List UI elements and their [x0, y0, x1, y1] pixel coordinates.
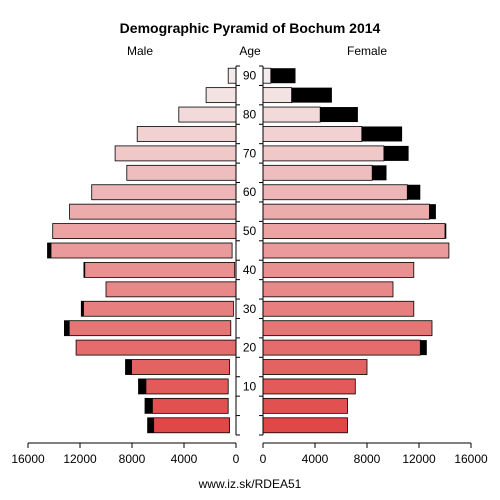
male-bar-65-69 — [126, 164, 237, 181]
male-bar-25-29 — [64, 320, 232, 337]
female-bar-65-69 — [262, 164, 373, 181]
male-x-tick-label: 4000 — [171, 452, 198, 466]
female-excess-bar-50-54 — [445, 223, 447, 239]
female-excess-bar-85-89 — [291, 87, 332, 103]
axes: 10 20 30 40 50 60 70 80 90 16000 0 12000 4000 8000 800… — [11, 65, 488, 466]
age-tick-label: 90 — [243, 69, 257, 83]
male-x-tick-label: 8000 — [119, 452, 146, 466]
age-tick-label: 20 — [243, 341, 257, 355]
female-bar-5-9 — [262, 397, 348, 414]
male-bar-60-64 — [91, 184, 237, 201]
male-bar-40-44 — [83, 262, 236, 278]
age-tick-label: 10 — [243, 379, 257, 393]
male-bar-0-4 — [147, 417, 230, 434]
female-bar-45-49 — [262, 242, 450, 259]
female-bar-80-84 — [262, 106, 321, 123]
female-excess-bar-20-24 — [420, 340, 427, 356]
female-excess-bar-55-59 — [429, 204, 436, 220]
male-bar-80-84 — [178, 106, 237, 123]
male-bar-35-39 — [105, 281, 237, 298]
female-bar-75-79 — [262, 126, 363, 142]
female-label: Female — [347, 44, 387, 58]
male-bar-75-79 — [136, 126, 237, 142]
female-bar-10-14 — [262, 378, 356, 395]
female-bar-85-89 — [262, 87, 293, 104]
female-excess-bar-90+ — [270, 68, 296, 84]
male-bar-5-9 — [144, 397, 229, 414]
female-bar-60-64 — [262, 184, 408, 201]
female-excess-bar-70-74 — [383, 145, 409, 161]
female-bar-50-54 — [262, 223, 446, 239]
female-bar-20-24 — [262, 339, 421, 356]
female-excess-bar-80-84 — [320, 107, 358, 123]
female-bar-90+ — [262, 67, 272, 84]
female-bar-70-74 — [262, 145, 385, 162]
female-x-tick-label: 16000 — [454, 452, 488, 466]
age-tick-label: 30 — [243, 302, 257, 316]
male-excess-bar-40-44 — [83, 262, 86, 278]
female-bar-35-39 — [262, 281, 394, 298]
female-bar-30-34 — [262, 300, 415, 317]
male-x-tick-label: 12000 — [63, 452, 97, 466]
chart-title: Demographic Pyramid of Bochum 2014 — [120, 20, 381, 36]
female-x-tick-label: 4000 — [302, 452, 329, 466]
source-footer: www.iz.sk/RDEA51 — [198, 477, 302, 491]
male-bar-85-89 — [205, 87, 237, 104]
female-excess-bar-65-69 — [372, 165, 387, 181]
female-bar-15-19 — [262, 359, 368, 375]
female-bars — [262, 67, 450, 434]
male-bars — [47, 67, 237, 434]
female-x-tick-label: 0 — [260, 452, 267, 466]
male-bar-55-59 — [69, 203, 237, 220]
male-x-tick-label: 16000 — [11, 452, 45, 466]
female-excess-bar-75-79 — [361, 126, 403, 142]
age-tick-label: 70 — [243, 146, 257, 160]
female-bar-0-4 — [262, 417, 348, 434]
age-tick-label: 80 — [243, 108, 257, 122]
male-bar-10-14 — [138, 378, 229, 395]
female-excess-bar-60-64 — [407, 184, 421, 200]
female-bar-40-44 — [262, 262, 415, 278]
age-label: Age — [239, 44, 261, 58]
male-x-tick-label: 0 — [233, 452, 240, 466]
male-excess-bar-5-9 — [145, 398, 153, 414]
age-tick-label: 60 — [243, 185, 257, 199]
female-x-tick-label: 12000 — [402, 452, 436, 466]
male-bar-20-24 — [75, 339, 237, 356]
male-excess-bar-0-4 — [147, 417, 155, 433]
male-excess-bar-15-19 — [125, 359, 132, 375]
male-bar-45-49 — [47, 242, 233, 259]
female-bar-25-29 — [262, 320, 433, 337]
male-excess-bar-10-14 — [138, 378, 147, 394]
age-tick-label: 40 — [243, 263, 257, 277]
male-bar-90+ — [227, 67, 237, 84]
female-x-tick-label: 8000 — [354, 452, 381, 466]
male-bar-70-74 — [114, 145, 237, 162]
male-bar-50-54 — [52, 223, 237, 239]
female-bar-55-59 — [262, 203, 430, 220]
male-excess-bar-45-49 — [47, 243, 52, 258]
male-bar-30-34 — [80, 300, 234, 317]
male-excess-bar-25-29 — [64, 320, 70, 336]
male-excess-bar-30-34 — [81, 301, 84, 317]
age-tick-label: 50 — [243, 224, 257, 238]
male-bar-15-19 — [125, 359, 230, 375]
male-label: Male — [127, 44, 153, 58]
